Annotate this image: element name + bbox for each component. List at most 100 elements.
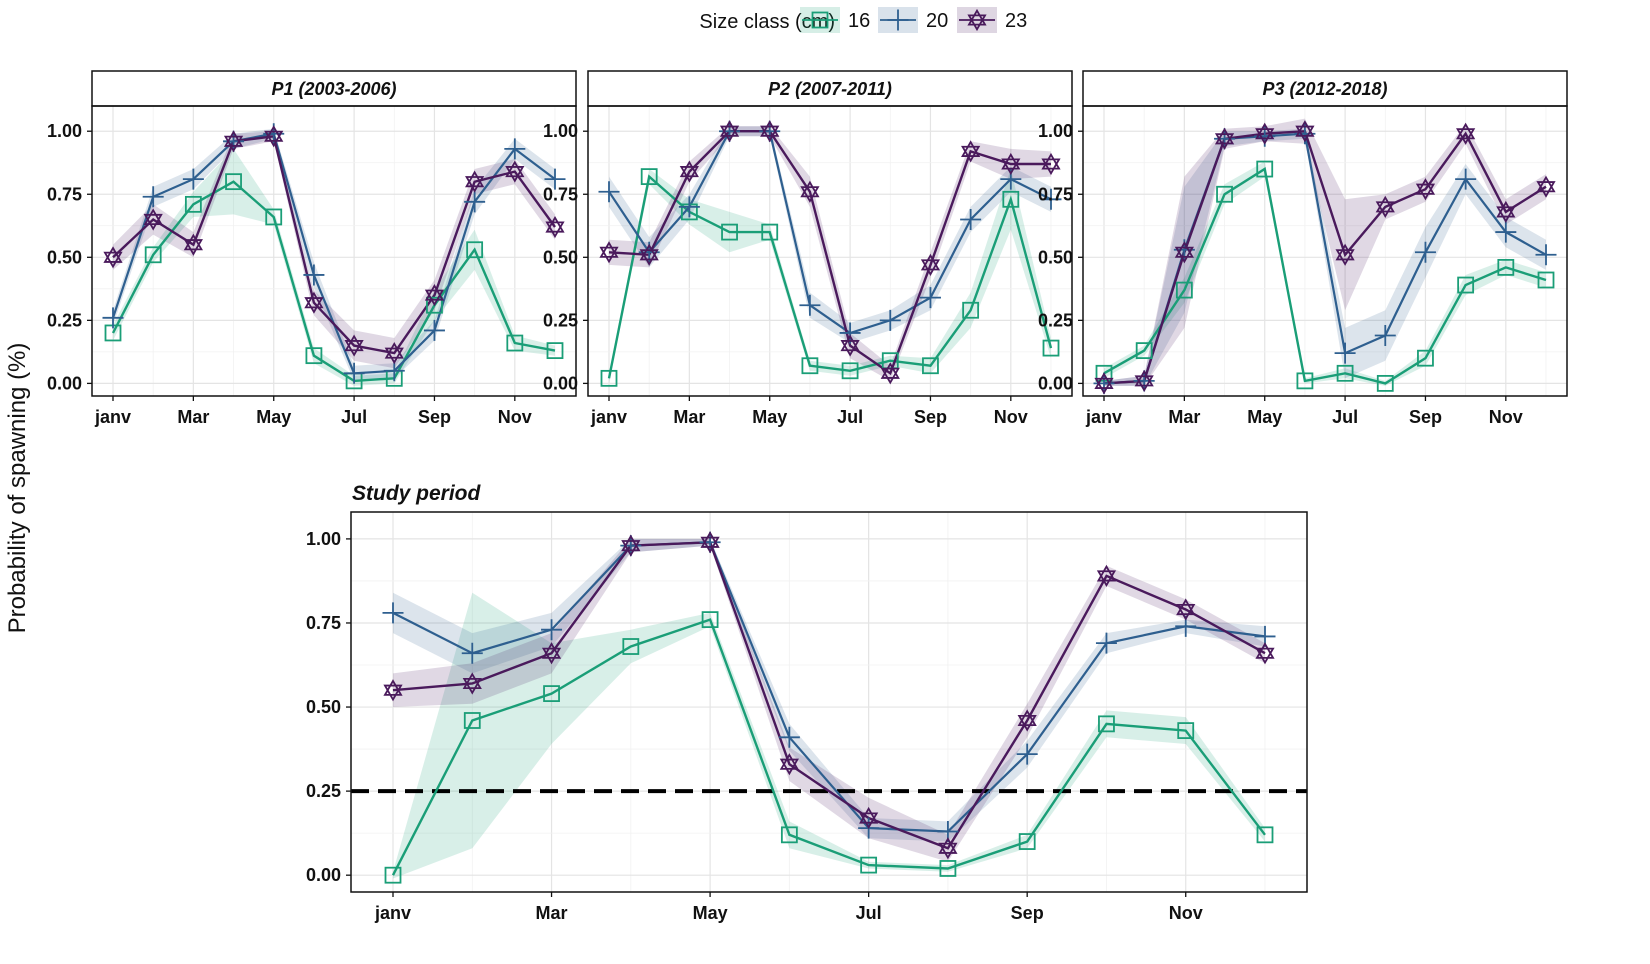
x-tick-label: Nov — [1489, 407, 1523, 427]
data-point-16 — [1296, 372, 1314, 390]
data-point-20 — [303, 264, 325, 286]
legend-item-16: 16 — [800, 7, 870, 33]
data-point-23 — [938, 837, 958, 860]
y-tick-label: 0.00 — [543, 373, 578, 393]
data-point-23 — [1001, 152, 1021, 176]
y-tick-label: 0.50 — [1038, 247, 1073, 267]
y-tick-label: 0.00 — [47, 373, 82, 393]
panel-3: P3 (2012-2018) 0.00 0.25 0.50 0.75 1.00 janv Ma… — [1038, 70, 1568, 427]
data-point-16 — [466, 241, 484, 259]
data-point-20 — [1016, 743, 1038, 765]
data-point-20 — [544, 168, 566, 190]
data-point-16 — [922, 357, 939, 375]
data-point-23 — [859, 806, 879, 830]
data-point-23 — [880, 362, 900, 385]
data-point-16 — [426, 296, 443, 314]
x-tick-label: janv — [94, 407, 131, 427]
data-point-16 — [640, 168, 658, 186]
panel-title: Study period — [352, 482, 482, 505]
y-tick-label: 0.75 — [543, 184, 578, 204]
data-point-23 — [103, 246, 123, 269]
x-tick-label: Nov — [994, 407, 1028, 427]
x-tick-label: Sep — [1011, 903, 1044, 923]
panel-strip — [1082, 70, 1568, 107]
panel-border — [91, 105, 577, 397]
y-tick-label: 0.00 — [1038, 373, 1073, 393]
x-tick-label: May — [752, 407, 787, 427]
data-point-20 — [1455, 168, 1477, 190]
data-point-20 — [960, 208, 982, 230]
y-tick-label: 0.25 — [306, 781, 341, 801]
data-point-16 — [1002, 190, 1020, 208]
data-point-23 — [1456, 122, 1476, 145]
panel-border — [350, 511, 1308, 893]
data-point-23 — [344, 334, 364, 357]
data-point-16 — [546, 342, 564, 360]
data-point-16 — [780, 826, 798, 844]
data-point-23 — [1096, 564, 1117, 587]
data-point-23 — [1295, 120, 1315, 143]
data-point-23 — [1255, 642, 1275, 665]
data-point-20 — [1414, 241, 1436, 263]
data-point-23 — [384, 342, 404, 365]
data-point-23 — [639, 243, 659, 266]
data-point-23 — [1255, 122, 1275, 145]
data-point-20 — [778, 726, 800, 748]
legend-marker-23 — [967, 8, 987, 32]
data-point-16 — [225, 173, 242, 191]
data-point-23 — [1496, 200, 1516, 224]
legend-label-20: 20 — [926, 10, 948, 32]
ci-ribbon-20 — [609, 126, 1051, 343]
data-point-20 — [879, 309, 901, 331]
data-point-23 — [465, 170, 485, 193]
x-tick-label: Mar — [1168, 407, 1200, 427]
ci-ribbon-23 — [609, 126, 1051, 381]
data-point-20 — [182, 168, 204, 190]
data-point-23 — [545, 215, 565, 239]
x-tick-label: Mar — [177, 407, 209, 427]
data-point-20 — [839, 322, 861, 344]
data-point-23 — [1176, 598, 1196, 621]
data-point-16 — [600, 369, 618, 387]
data-point-23 — [719, 120, 740, 143]
data-point-16 — [384, 866, 402, 884]
data-point-23 — [840, 334, 860, 357]
panel-title: P3 (2012-2018) — [1262, 79, 1387, 99]
x-tick-label: Nov — [498, 407, 532, 427]
data-point-20 — [343, 362, 365, 384]
legend-marker-20 — [887, 9, 909, 31]
y-tick-label: 0.25 — [543, 310, 578, 330]
series-line-23 — [392, 541, 1266, 850]
data-point-16 — [860, 856, 878, 874]
data-point-20 — [464, 191, 486, 213]
data-point-23 — [760, 120, 780, 143]
legend-marker-16 — [811, 11, 829, 29]
ci-ribbon-23 — [1104, 118, 1546, 386]
x-tick-label: Sep — [914, 407, 947, 427]
x-tick-label: Mar — [673, 407, 705, 427]
data-point-20 — [620, 535, 642, 557]
data-point-20 — [699, 531, 721, 553]
x-tick-label: May — [256, 407, 291, 427]
data-point-16 — [1216, 185, 1233, 203]
data-point-23 — [1041, 152, 1061, 176]
y-tick-label: 0.50 — [47, 247, 82, 267]
panel-border — [587, 105, 1073, 397]
data-point-20 — [598, 181, 620, 203]
data-point-20 — [541, 619, 563, 641]
x-tick-label: Mar — [536, 903, 568, 923]
y-tick-label: 1.00 — [1038, 121, 1073, 141]
x-tick-label: janv — [374, 903, 411, 923]
data-point-20 — [1093, 372, 1115, 394]
data-point-20 — [1495, 221, 1517, 243]
data-point-20 — [504, 138, 526, 160]
data-point-16 — [721, 223, 738, 241]
panel-border — [1082, 105, 1568, 397]
data-point-23 — [424, 284, 445, 307]
data-point-20 — [919, 287, 941, 309]
panel-4: Study period 0.00 0.25 0.50 0.75 1.00 janv Mar M… — [306, 482, 1308, 923]
data-point-16 — [1135, 342, 1153, 360]
legend-label-23: 23 — [1005, 10, 1027, 32]
data-point-16 — [1497, 258, 1515, 276]
data-point-16 — [1256, 160, 1274, 178]
